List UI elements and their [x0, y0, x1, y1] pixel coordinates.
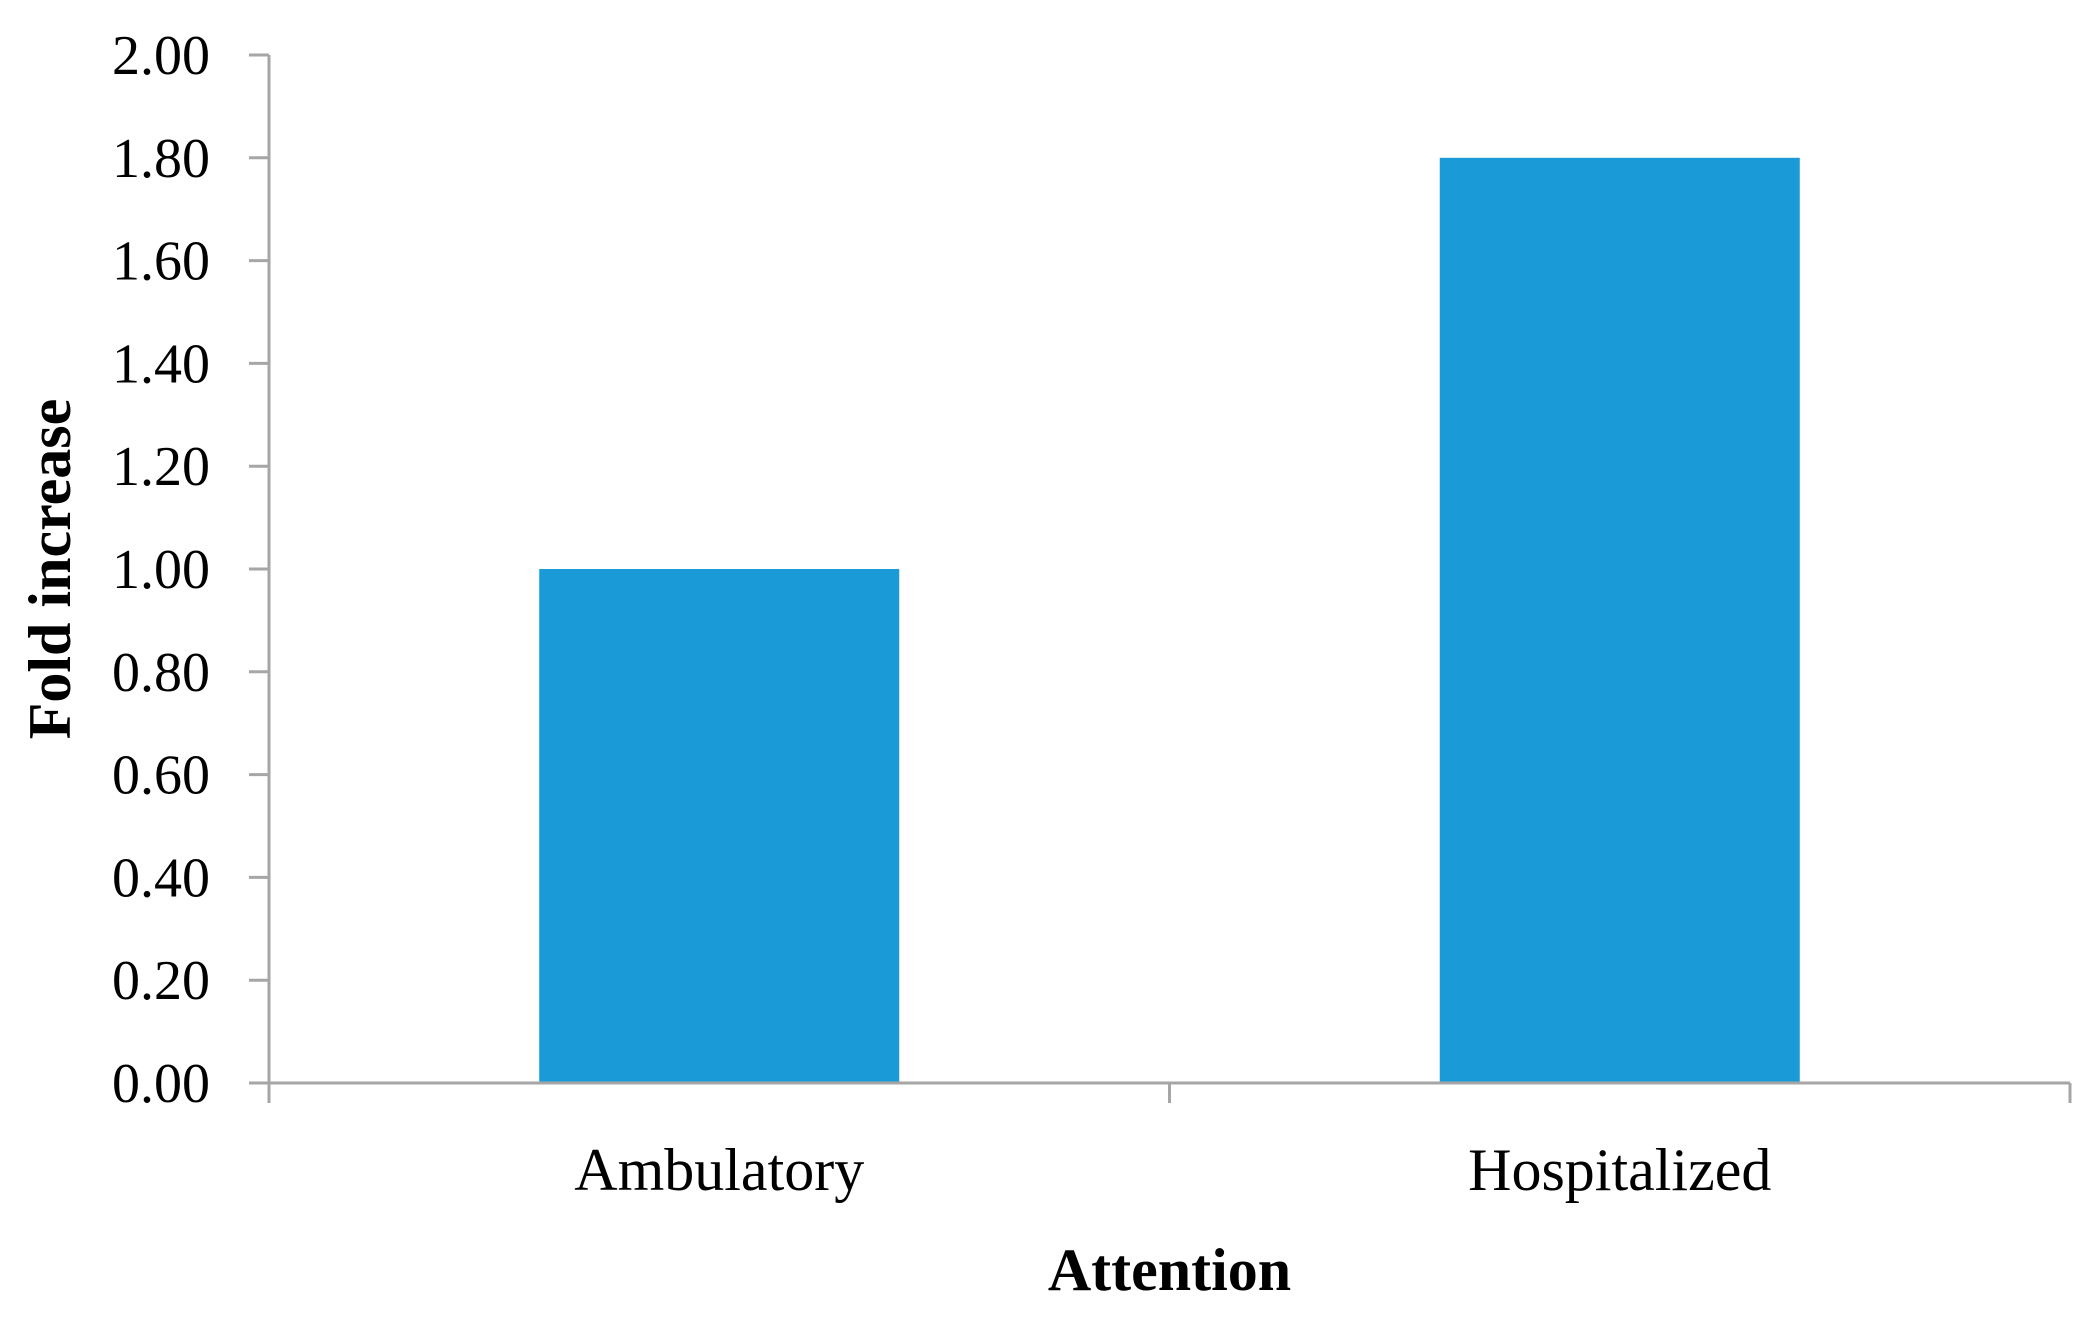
x-axis-title: Attention: [1048, 1237, 1291, 1303]
y-tick-label: 2.00: [112, 25, 210, 87]
y-tick-label: 0.60: [112, 745, 210, 807]
y-tick-label: 1.80: [112, 128, 210, 190]
y-axis-ticks: 0.00 0.20 0.40 0.60 0.80 1.00 1.20 1.40 1.60 1.80…: [112, 25, 269, 1115]
x-tick-label: Ambulatory: [574, 1137, 864, 1203]
x-axis-category-labels: Ambulatory Hospitalized: [574, 1137, 1771, 1203]
x-tick-label: Hospitalized: [1468, 1137, 1771, 1203]
y-tick-label: 0.80: [112, 642, 210, 704]
x-axis-ticks: [267, 1083, 2072, 1103]
y-axis-title: Fold increase: [17, 399, 83, 740]
bar-hospitalized: [1439, 157, 1800, 1084]
bar-ambulatory: [539, 569, 900, 1083]
y-tick-label: 1.40: [112, 333, 210, 395]
y-tick-label: 0.20: [112, 950, 210, 1012]
bars: [539, 157, 1800, 1084]
y-tick-label: 1.00: [112, 539, 210, 601]
y-tick-label: 0.00: [112, 1053, 210, 1115]
y-tick-label: 1.60: [112, 231, 210, 293]
y-tick-label: 0.40: [112, 847, 210, 909]
y-tick-label: 1.20: [112, 436, 210, 498]
